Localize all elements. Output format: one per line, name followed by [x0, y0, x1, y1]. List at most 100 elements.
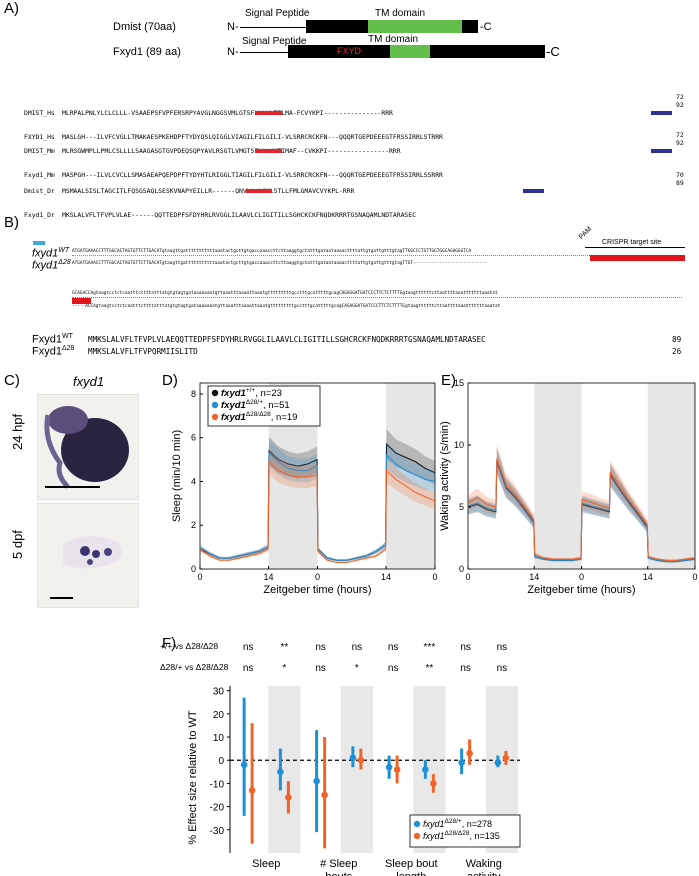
atg-highlight [33, 241, 45, 245]
dna2-mut-seq: -----ACCAgtaagtcctctcaatttcttttatttatgtg… [72, 304, 501, 309]
sig-mark: ns [460, 642, 471, 653]
panel-b-letter: B) [4, 214, 19, 231]
y-tick-label: -30 [210, 826, 225, 837]
sig-mark: ns [388, 663, 399, 674]
y-tick-label: 6 [191, 433, 196, 443]
effect-point [393, 766, 401, 773]
crispr-target-box-2 [72, 298, 91, 304]
y-axis-label: % Effect size relative to WT [187, 710, 199, 845]
align-name: DMIST_Hs [24, 109, 55, 117]
align-name: Fxyd1_Mm [24, 171, 55, 179]
effect-point [313, 777, 320, 785]
legend-label: fxyd1Δ28/+, n=278 [423, 818, 492, 829]
series-line [467, 458, 696, 561]
stage-5dpf: 5 dpf [10, 530, 25, 559]
x-tick-label: 0 [579, 572, 584, 582]
effect-point [349, 754, 357, 762]
gene-name: fxyd1 [32, 259, 59, 272]
category-label: Waking [466, 858, 502, 870]
dmist-n-term: N- [227, 21, 239, 33]
effect-point [240, 761, 248, 769]
sig-mark: ns [243, 663, 254, 674]
y-tick-label: -20 [210, 803, 225, 814]
sig-mark: ns [243, 642, 254, 653]
series-line [199, 460, 436, 563]
sig-mark: * [282, 663, 286, 674]
x-tick-label: 14 [381, 572, 391, 582]
align-num: 72 [676, 131, 684, 139]
sig-mark: *** [424, 642, 436, 653]
fxyd1-signal-label: Signal Peptide [242, 36, 307, 47]
x-tick-label: 14 [529, 572, 539, 582]
x-tick-label: 14 [643, 572, 653, 582]
crispr-bracket [585, 247, 685, 248]
category-label: length [396, 871, 426, 876]
embryo-5dpf-drawing [50, 535, 122, 599]
dna-wt-seq: ATGATGAAACCTTTGGCACTAGTGTTCTTGACATgtaagt… [72, 249, 472, 254]
y-axis-label: Sleep (min/10 min) [171, 430, 183, 522]
night-shading [268, 686, 301, 853]
dmist-tm-box [368, 20, 462, 33]
effect-point [285, 794, 292, 801]
panel-e-letter: E) [441, 372, 456, 389]
legend-marker [211, 401, 219, 409]
fxyd1-wt-label: fxyd1WT [32, 247, 69, 260]
x-tick-label: 0 [432, 572, 437, 582]
y-tick-label: 0 [191, 564, 196, 574]
y-axis-label: Waking activity (s/min) [440, 421, 451, 531]
align-seq: MLRPALPNLYLCLCLLL-VSAAEPSFVPFERSRPYAVGLN… [62, 109, 393, 117]
sig-mark: ns [460, 663, 471, 674]
fxyd-motif-underline [256, 149, 282, 153]
panel-a-letter: A) [4, 0, 19, 17]
effect-point [357, 756, 365, 764]
y-tick-label: -10 [210, 779, 225, 790]
effect-point [430, 780, 437, 787]
x-tick-label: 0 [692, 572, 697, 582]
dmist-signal-box [306, 20, 368, 33]
gene-name: fxyd1 [32, 247, 59, 260]
effect-point [494, 759, 502, 766]
y-tick-label: 15 [454, 378, 464, 388]
y-tick-label: 0 [218, 756, 224, 767]
legend-marker [211, 389, 219, 397]
alignment-block-3: Dmist_Dr MSMAALSISLTAGCITLFQSGSAQLSESKVNA… [24, 171, 416, 227]
prot-wt-num: 89 [672, 335, 682, 344]
panel-f-letter: F) [162, 635, 177, 652]
alignment-block-2: DMIST_Mm MLRSGWMPLLPMLCSLLLLSAAGASGTGVPDE… [24, 131, 443, 187]
dna2-align-pipes [72, 297, 682, 301]
genotype-sup: Δ28 [58, 259, 71, 266]
fxyd1-signal-box [288, 45, 390, 58]
align-num: 70 [676, 171, 684, 179]
fxyd1-c-term: -C [546, 44, 560, 59]
y-tick-label: 0 [459, 564, 464, 574]
dmist-c-term: -C [480, 21, 492, 33]
dmist-name: Dmist (70aa) [113, 21, 176, 33]
align-seq: MLRSGWMPLLPMLCSLLLLSAAGASGTGVPDEQSQPYAVL… [62, 147, 401, 155]
dna-align-pipes [72, 255, 592, 259]
sig-mark: ns [315, 642, 326, 653]
prot-mut-num: 26 [672, 347, 682, 356]
legend-box [409, 814, 521, 848]
night-shading [534, 383, 582, 569]
fxyd-motif-underline [246, 189, 272, 193]
genotype-sup: WT [61, 333, 73, 340]
crispr-target-box [590, 255, 685, 261]
category-label: Sleep bout [385, 858, 438, 870]
sig-row2-label: Δ28/+ vs Δ28/Δ28 [160, 662, 229, 672]
fxyd1-tm-label: TM domain [368, 34, 419, 45]
dmist-tm-label: TM domain [375, 8, 426, 19]
panel-d-letter: D) [162, 372, 178, 389]
x-tick-label: 14 [264, 572, 274, 582]
y-tick-label: 5 [459, 502, 464, 512]
embryo-24hpf-drawing [44, 406, 129, 489]
legend-marker [413, 820, 421, 828]
fxyd1-mut-label: fxyd1Δ28 [32, 259, 71, 272]
sig-mark: ** [280, 642, 288, 653]
dna2-wt-seq: GCAGACCAgtaagtcctctcaatttcttttatttatgtgt… [72, 291, 498, 296]
effect-point [458, 759, 465, 766]
sig-mark: * [355, 663, 359, 674]
align-seq: MKSLALVFLTFVPLVLAE------QQTTEDPFSFDYHRLR… [62, 211, 416, 219]
panel-c-gene: fxyd1 [73, 374, 105, 389]
